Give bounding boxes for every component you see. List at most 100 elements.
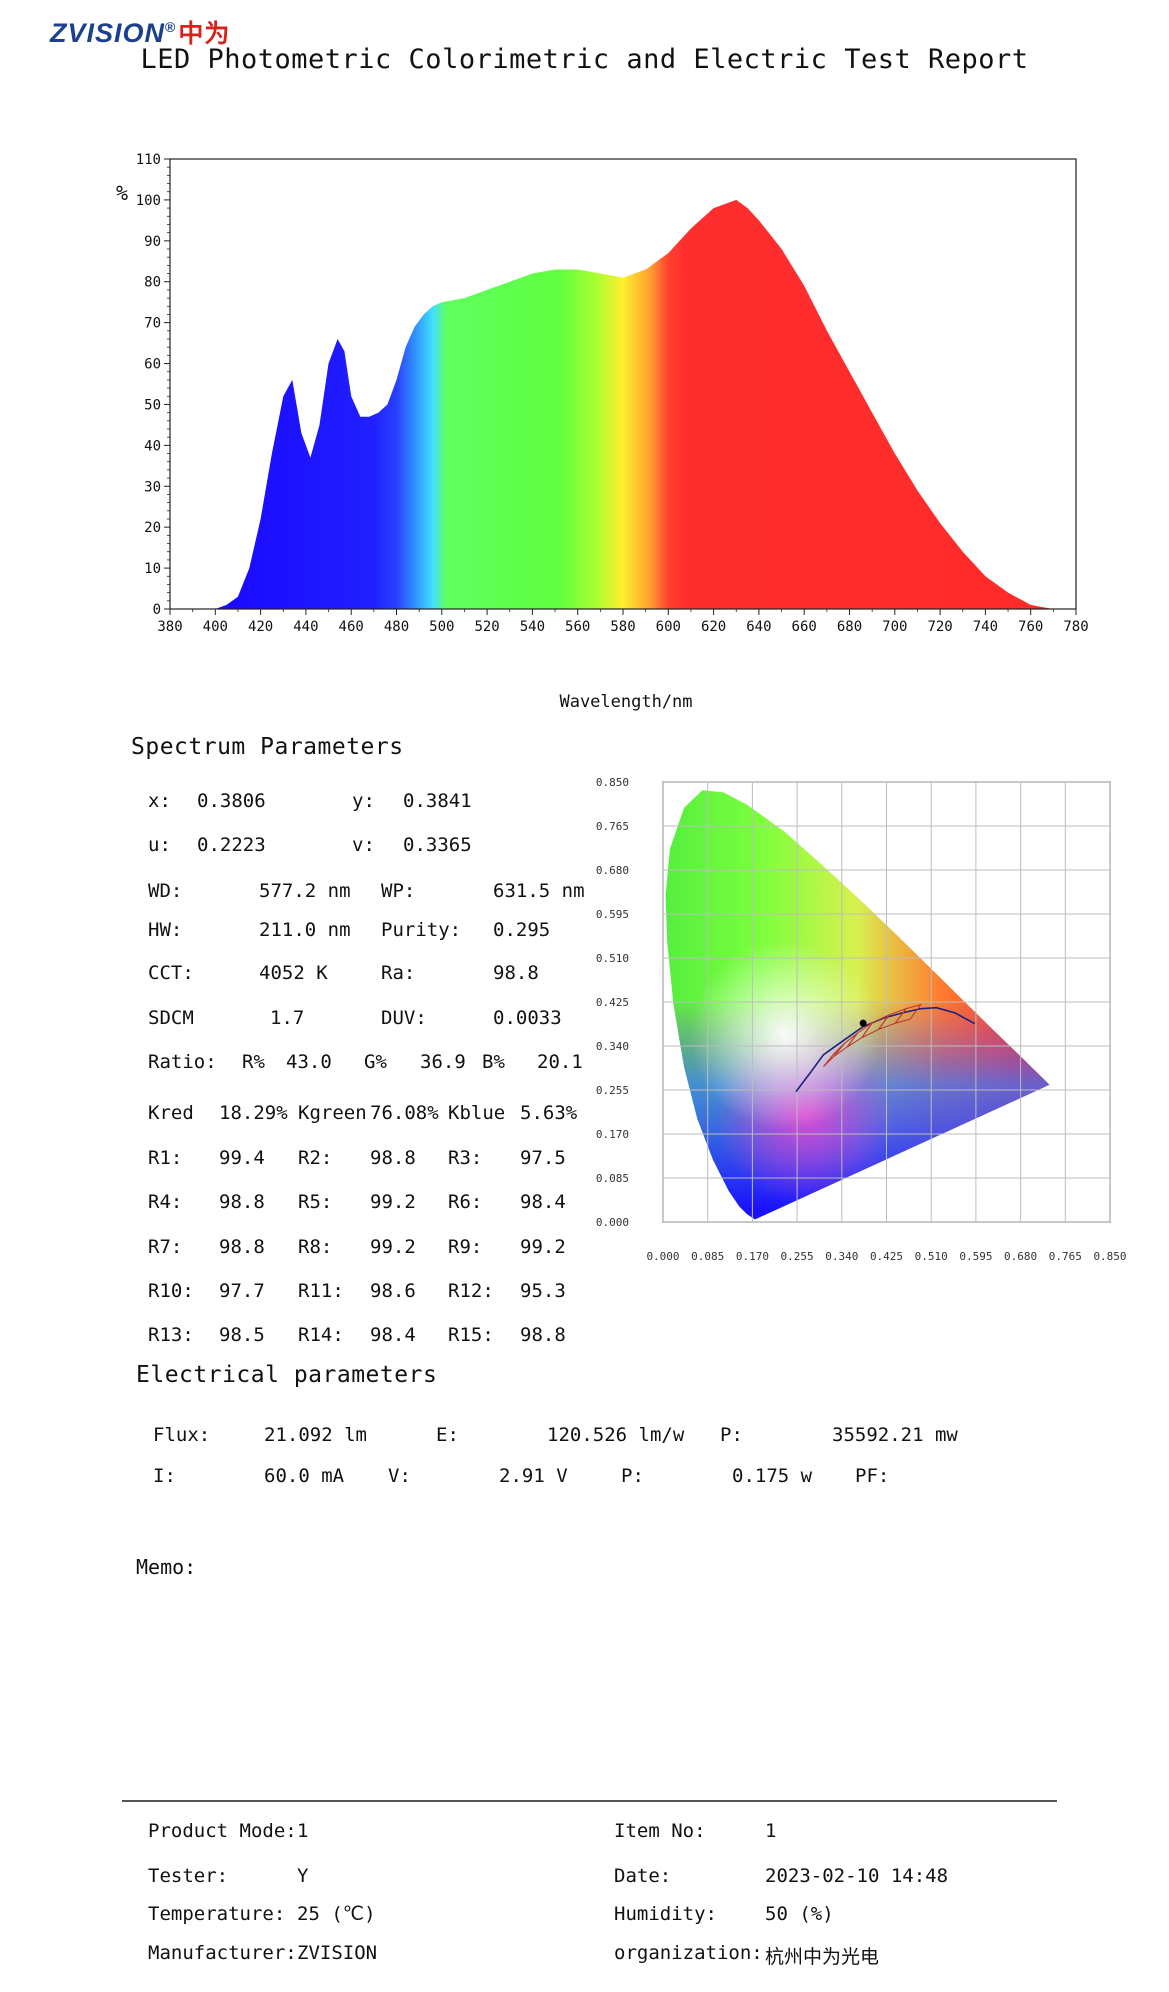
x-tick-label: 740 — [973, 619, 998, 635]
manufacturer-label: Manufacturer: — [148, 1942, 297, 1964]
r-value: 98.8 — [219, 1236, 265, 1258]
v-value: 0.3365 — [403, 834, 472, 856]
ra-value: 98.8 — [493, 962, 539, 984]
registered-mark: ® — [165, 19, 177, 35]
pf-label: PF: — [855, 1465, 890, 1487]
cie-x-tick-label: 0.425 — [870, 1250, 903, 1263]
r-value: 99.2 — [370, 1236, 416, 1258]
x-tick-label: 720 — [927, 619, 952, 635]
r-pct-value: 43.0 — [286, 1051, 332, 1073]
tester-label: Tester: — [148, 1865, 229, 1887]
voltage-value: 2.91 V — [499, 1465, 568, 1487]
x-tick-label: 380 — [157, 619, 182, 635]
power-mw-label: P: — [720, 1424, 743, 1446]
kblue-label: Kblue — [448, 1102, 506, 1124]
logo-text: ZVISION — [50, 18, 166, 48]
cie-horseshoe-white — [665, 790, 1050, 1220]
x-tick-label: 640 — [746, 619, 771, 635]
g-pct-value: 36.9 — [420, 1051, 466, 1073]
power-w-label: P: — [621, 1465, 644, 1487]
cie-x-tick-label: 0.595 — [959, 1250, 992, 1263]
x-tick-label: 580 — [610, 619, 635, 635]
date-value: 2023-02-10 14:48 — [765, 1865, 949, 1887]
x-tick-label: 700 — [882, 619, 907, 635]
r-value: 98.5 — [219, 1324, 265, 1346]
r-value: 97.5 — [520, 1147, 566, 1169]
r-value: 98.4 — [370, 1324, 416, 1346]
cie-x-tick-label: 0.680 — [1004, 1250, 1037, 1263]
duv-value: 0.0033 — [493, 1007, 562, 1029]
r-value: 97.7 — [219, 1280, 265, 1302]
x-tick-label: 560 — [565, 619, 590, 635]
r-label: R7: — [148, 1236, 183, 1258]
brand-logo: ZVISION®中为 — [50, 14, 230, 50]
x-tick-label: 440 — [293, 619, 318, 635]
report-title: LED Photometric Colorimetric and Electri… — [140, 44, 1029, 75]
x-tick-label: 660 — [792, 619, 817, 635]
r-label: R6: — [448, 1191, 483, 1213]
r-value: 99.2 — [370, 1191, 416, 1213]
spectrum-x-axis-label: Wavelength/nm — [559, 692, 692, 712]
current-value: 60.0 mA — [264, 1465, 345, 1487]
r-label: R13: — [148, 1324, 194, 1346]
y-tick-label: 0 — [153, 602, 161, 618]
x-tick-label: 460 — [339, 619, 364, 635]
y-tick-label: 60 — [144, 357, 161, 373]
cie-x-tick-label: 0.340 — [825, 1250, 858, 1263]
x-value: 0.3806 — [197, 790, 266, 812]
wd-label: WD: — [148, 880, 183, 902]
cie-y-tick-label: 0.510 — [596, 952, 629, 965]
cie-y-tick-label: 0.595 — [596, 908, 629, 921]
cct-value: 4052 K — [259, 962, 328, 984]
organization-value: 杭州中为光电 — [765, 1946, 880, 1968]
r-label: R8: — [298, 1236, 333, 1258]
item-no-label: Item No: — [614, 1820, 706, 1842]
spectrum-area — [170, 199, 1076, 609]
y-tick-label: 10 — [144, 561, 161, 577]
kblue-value: 5.63% — [520, 1102, 578, 1124]
date-label: Date: — [614, 1865, 672, 1887]
temperature-value: 25 (℃) — [297, 1903, 376, 1925]
cie-y-tick-label: 0.340 — [596, 1040, 629, 1053]
temperature-label: Temperature: — [148, 1903, 286, 1925]
humidity-label: Humidity: — [614, 1903, 717, 1925]
r-label: R4: — [148, 1191, 183, 1213]
spectrum-plot-frame — [169, 158, 1077, 610]
cie-y-tick-label: 0.085 — [596, 1172, 629, 1185]
r-label: R15: — [448, 1324, 494, 1346]
ratio-label: Ratio: — [148, 1051, 217, 1073]
memo-label: Memo: — [136, 1555, 197, 1579]
humidity-value: 50 (%) — [765, 1903, 834, 1925]
cie-x-tick-label: 0.085 — [691, 1250, 724, 1263]
y-tick-label: 70 — [144, 316, 161, 332]
cie-chromaticity-chart: 0.000 0.085 0.170 0.255 0.340 0.425 0.510 0.595… — [596, 776, 1127, 1263]
hw-label: HW: — [148, 919, 183, 941]
product-mode-value: 1 — [297, 1820, 309, 1842]
flux-value: 21.092 lm — [264, 1424, 367, 1446]
efficacy-value: 120.526 lm/w — [547, 1424, 685, 1446]
r-label: R9: — [448, 1236, 483, 1258]
x-tick-label: 600 — [656, 619, 681, 635]
g-pct-label: G% — [364, 1051, 387, 1073]
v-label: v: — [352, 834, 375, 856]
x-tick-label: 780 — [1063, 619, 1088, 635]
logo-chinese: 中为 — [178, 20, 231, 48]
r-value: 99.2 — [520, 1236, 566, 1258]
b-pct-label: B% — [482, 1051, 505, 1073]
cct-label: CCT: — [148, 962, 194, 984]
cie-x-tick-label: 0.000 — [646, 1250, 679, 1263]
manufacturer-value: ZVISION — [297, 1942, 378, 1964]
u-label: u: — [148, 834, 171, 856]
r-pct-label: R% — [242, 1051, 265, 1073]
r-value: 98.8 — [520, 1324, 566, 1346]
flux-label: Flux: — [153, 1424, 211, 1446]
y-tick-label: 100 — [136, 193, 161, 209]
measured-chromaticity-point — [859, 1019, 867, 1027]
kgreen-value: 76.08% — [370, 1102, 439, 1124]
kgreen-label: Kgreen — [298, 1102, 367, 1124]
spectrum-chart: 0 10 20 30 40 50 60 70 80 90 100 110 380 400 420 440 460… — [116, 152, 1089, 712]
spectrum-y-unit: % — [116, 181, 128, 205]
y-tick-label: 50 — [144, 397, 161, 413]
duv-label: DUV: — [381, 1007, 427, 1029]
r-value: 99.4 — [219, 1147, 265, 1169]
